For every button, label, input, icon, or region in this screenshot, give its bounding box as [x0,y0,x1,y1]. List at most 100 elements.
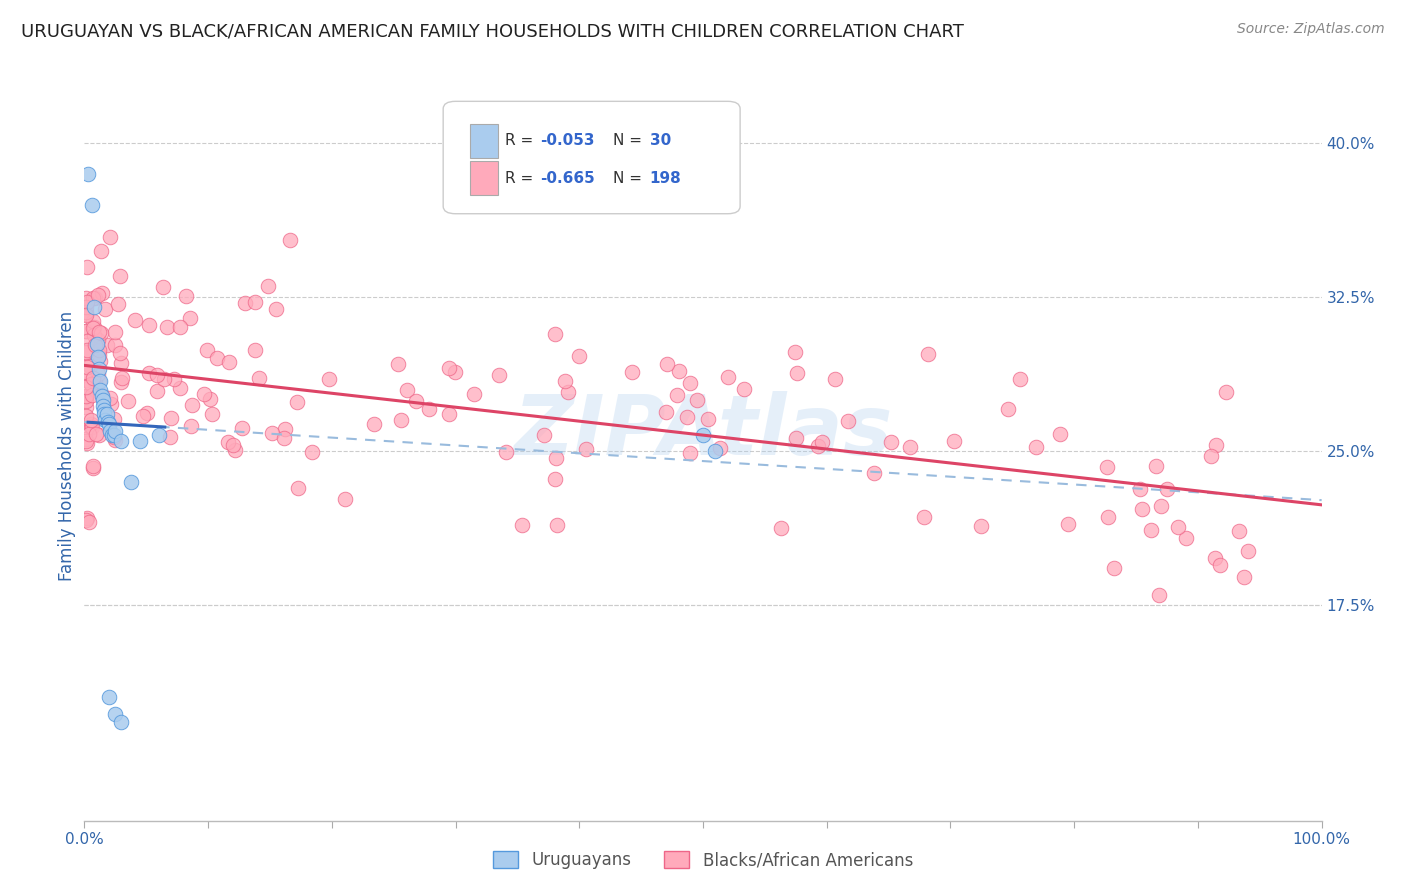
Point [785,345,807,359]
FancyBboxPatch shape [471,124,498,158]
Point [89,375,111,389]
Point [193,386,215,401]
Point [533,428,555,442]
Point [686,392,709,407]
Text: URUGUAYAN VS BLACK/AFRICAN AMERICAN FAMILY HOUSEHOLDS WITH CHILDREN CORRELATION : URUGUAYAN VS BLACK/AFRICAN AMERICAN FAMI… [21,22,965,40]
Point [696,411,718,425]
Point [231,420,253,434]
Text: R =: R = [505,133,538,148]
Point [108,268,131,283]
Point [942,434,965,449]
Point [1129,482,1152,496]
Point [675,409,697,424]
Point [117,394,139,409]
Point [655,405,678,419]
Point [120,475,142,489]
Point [76,294,98,309]
Point [169,381,191,395]
Point [1233,570,1256,584]
Point [1147,588,1170,602]
Point [207,351,229,366]
Point [1215,384,1237,399]
Point [488,368,510,383]
Point [463,387,485,401]
Point [546,517,568,532]
Point [156,320,179,334]
Point [1227,524,1250,538]
Point [77,515,100,529]
Point [769,521,792,535]
Point [146,368,169,382]
Point [1057,517,1080,532]
Point [1209,558,1232,572]
Point [75,512,97,526]
Point [75,324,97,338]
Point [287,481,309,495]
Point [75,346,97,360]
Point [107,297,129,311]
Point [997,401,1019,416]
Text: Source: ZipAtlas.com: Source: ZipAtlas.com [1237,22,1385,37]
Point [135,406,157,420]
Point [87,374,110,388]
Point [153,372,176,386]
Point [98,690,121,705]
Point [75,324,97,338]
Point [439,408,461,422]
Point [100,427,122,442]
Point [443,365,465,379]
Point [80,420,103,434]
Point [266,302,288,317]
Point [89,383,111,397]
Point [301,445,323,459]
Point [75,307,97,321]
Point [245,343,267,357]
Point [87,427,110,442]
Point [970,519,993,533]
Point [247,371,270,385]
Point [84,426,107,441]
Point [181,398,204,412]
Point [824,372,846,386]
Point [83,301,105,315]
Point [91,392,114,407]
Point [163,372,186,386]
Point [785,431,807,445]
Point [93,407,115,421]
Point [75,434,97,448]
Point [1199,449,1222,463]
Point [90,388,112,402]
Point [80,377,103,392]
Point [169,319,191,334]
Legend: Uruguayans, Blacks/African Americans: Uruguayans, Blacks/African Americans [486,845,920,876]
Point [104,337,127,351]
Point [544,472,567,486]
Point [76,343,98,358]
Point [110,715,132,730]
Point [1167,520,1189,534]
Point [807,439,830,453]
Point [75,390,97,404]
Point [546,451,568,466]
Point [83,375,105,389]
Point [83,327,105,342]
Point [222,438,245,452]
Point [75,409,97,423]
Point [103,427,125,442]
Point [257,279,280,293]
Point [405,394,427,409]
Point [80,420,103,434]
Point [87,348,110,362]
Point [318,372,340,386]
Point [104,706,127,721]
Y-axis label: Family Households with Children: Family Households with Children [58,311,76,581]
Text: -0.053: -0.053 [540,133,595,148]
Point [97,416,120,430]
Text: ZIPAtlas: ZIPAtlas [513,391,893,472]
Point [198,392,221,406]
Point [274,422,297,436]
FancyBboxPatch shape [471,161,498,195]
Point [1140,523,1163,537]
Point [82,313,104,327]
Point [218,355,240,369]
